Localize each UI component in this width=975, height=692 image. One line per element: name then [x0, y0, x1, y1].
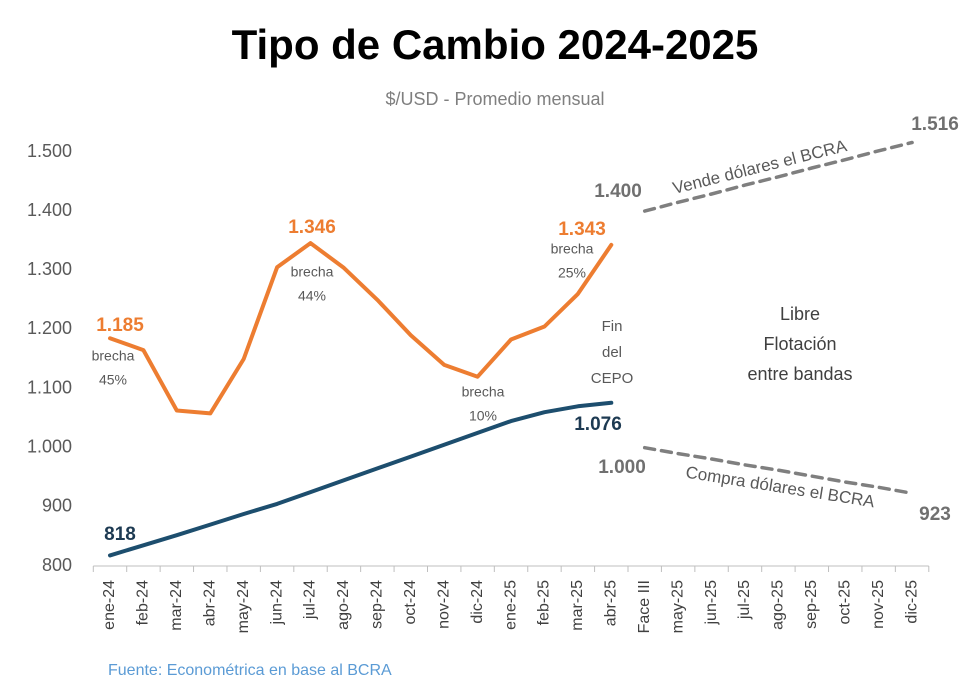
data-label: 1.516 — [911, 114, 959, 135]
x-tick-label: jul-24 — [302, 580, 319, 620]
x-tick-label: abr-24 — [201, 580, 218, 626]
y-tick-label: 1.500 — [27, 141, 72, 161]
annotation: brecha — [462, 384, 505, 400]
x-tick-label: dic-25 — [903, 580, 920, 624]
x-tick-label: sep-25 — [803, 580, 820, 629]
x-tick-label: ene-24 — [101, 580, 118, 630]
data-label: 1.343 — [558, 219, 606, 240]
x-tick-label: jul-25 — [736, 580, 753, 620]
annotation: brecha — [551, 241, 594, 257]
y-tick-label: 1.400 — [27, 200, 72, 220]
x-tick-label: nov-25 — [870, 580, 887, 629]
annotation: brecha — [291, 264, 334, 280]
data-label: 1.185 — [96, 315, 144, 336]
source: Fuente: Econométrica en base al BCRA — [108, 662, 392, 679]
annotation: brecha — [92, 348, 135, 364]
x-tick-label: dic-24 — [469, 580, 486, 624]
x-tick-label: Face III — [636, 580, 653, 633]
y-tick-label: 900 — [42, 496, 72, 516]
band-label: Vende dólares el BCRA — [671, 136, 850, 198]
annotation: 10% — [469, 408, 497, 424]
series-line — [108, 241, 614, 416]
y-tick-label: 1.000 — [27, 436, 72, 456]
x-tick-label: jun-24 — [268, 580, 285, 626]
annotation: Fin — [602, 318, 623, 335]
series-line — [642, 140, 914, 213]
data-label: 1.400 — [594, 181, 642, 202]
y-tick-label: 800 — [42, 555, 72, 575]
data-label: 923 — [919, 504, 951, 525]
x-tick-label: mar-25 — [569, 580, 586, 631]
x-tick-label: ago-24 — [335, 580, 352, 630]
data-label: 1.076 — [574, 414, 622, 435]
annotation: entre bandas — [747, 364, 852, 384]
chart-subtitle: $/USD - Promedio mensual — [385, 89, 604, 109]
data-label: 1.346 — [288, 217, 336, 238]
y-tick-label: 1.200 — [27, 318, 72, 338]
annotation: Libre — [780, 304, 820, 324]
x-tick-label: oct-24 — [402, 580, 419, 625]
annotation: del — [602, 344, 622, 361]
x-tick-label: nov-24 — [435, 580, 452, 629]
y-tick-label: 1.300 — [27, 259, 72, 279]
x-tick-label: may-25 — [669, 580, 686, 633]
chart-title: Tipo de Cambio 2024-2025 — [232, 21, 759, 68]
x-tick-label: oct-25 — [836, 580, 853, 625]
y-tick-label: 1.100 — [27, 377, 72, 397]
x-tick-label: feb-24 — [135, 580, 152, 625]
annotation: 45% — [99, 372, 127, 388]
series-line — [642, 445, 914, 496]
x-tick-label: mar-24 — [168, 580, 185, 631]
x-tick-label: ago-25 — [770, 580, 787, 630]
x-tick-label: abr-25 — [603, 580, 620, 626]
annotation: Flotación — [763, 334, 836, 354]
annotation: 44% — [298, 288, 326, 304]
data-label: 818 — [104, 524, 136, 545]
series-line — [108, 400, 614, 558]
x-tick-label: feb-25 — [536, 580, 553, 625]
x-tick-label: jun-25 — [703, 580, 720, 626]
annotation: 25% — [558, 265, 586, 281]
x-tick-label: sep-24 — [369, 580, 386, 629]
annotation: CEPO — [591, 370, 634, 387]
data-label: 1.000 — [598, 457, 646, 478]
x-tick-label: may-24 — [235, 580, 252, 633]
x-tick-label: ene-25 — [502, 580, 519, 630]
